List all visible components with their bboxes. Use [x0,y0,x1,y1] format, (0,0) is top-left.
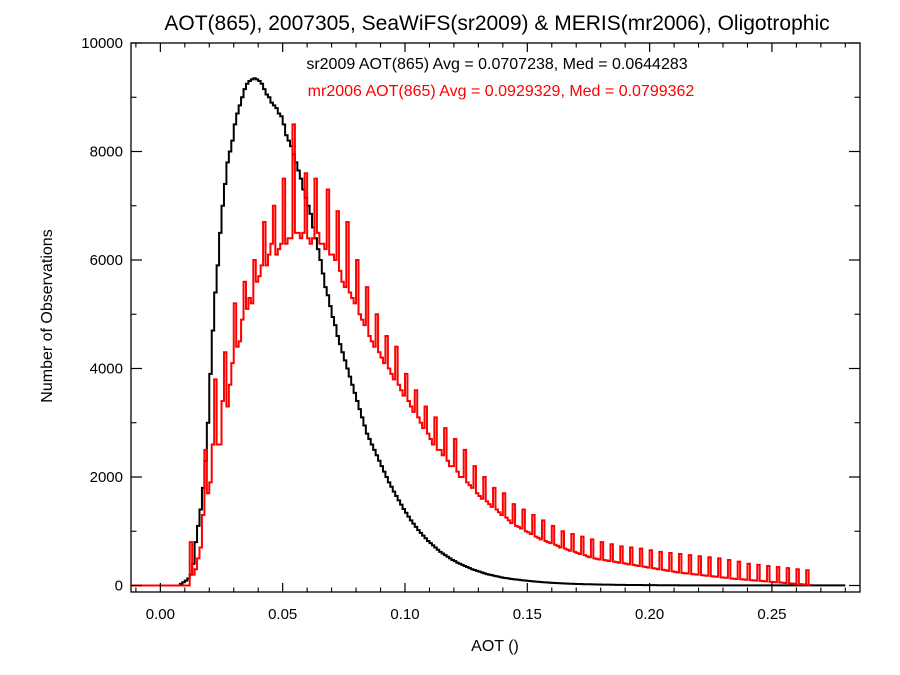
y-tick-label: 10000 [81,35,123,52]
y-tick-label: 6000 [90,252,123,269]
y-tick-label: 8000 [90,143,123,160]
y-tick-label: 4000 [90,360,123,377]
y-axis-label: Number of Observations [39,229,56,402]
chart-title: AOT(865), 2007305, SeaWiFS(sr2009) & MER… [164,12,829,35]
x-tick-label: 0.00 [146,606,175,623]
series-line-mr2006 [131,123,812,587]
tick-layer: 0.00 0.05 0.10 0.15 0.20 0.25 0 2000 4000 6000 800… [81,35,860,623]
plot-frame [130,42,861,593]
x-tick-label: 0.15 [513,606,542,623]
x-tick-label: 0.05 [268,606,297,623]
series-layer [131,77,846,587]
x-tick-label: 0.20 [635,606,664,623]
y-tick-label: 2000 [90,469,123,486]
x-axis-label: AOT () [471,638,519,655]
stats-label-mr2006: mr2006 AOT(865) Avg = 0.0929329, Med = 0… [308,83,695,100]
x-tick-label: 0.25 [757,606,786,623]
series-line-sr2009 [131,77,846,587]
stats-label-sr2009: sr2009 AOT(865) Avg = 0.0707238, Med = 0… [306,56,687,73]
x-tick-label: 0.10 [390,606,419,623]
y-tick-label: 0 [115,577,123,594]
